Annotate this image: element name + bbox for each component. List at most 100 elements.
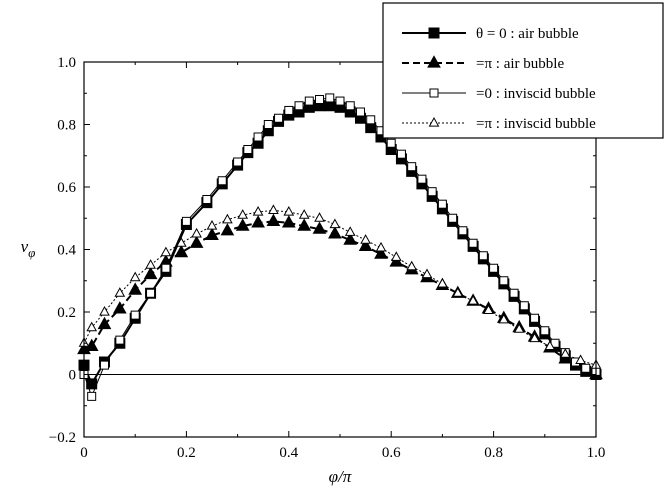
series-2-point — [328, 226, 342, 239]
legend-label-1: θ = 0 : air bubble — [476, 26, 579, 42]
series-4-point — [283, 205, 295, 216]
series-2-point — [358, 238, 373, 251]
series-3-point — [161, 263, 171, 273]
series-line-3 — [84, 97, 596, 398]
series-2-point — [205, 227, 219, 240]
series-3-point — [407, 162, 417, 172]
series-2-point — [251, 215, 265, 228]
series-3-point — [458, 226, 468, 236]
series-3-point — [437, 199, 447, 209]
series-4-point — [160, 246, 172, 257]
series-3-point — [263, 120, 273, 129]
series-4-point — [360, 234, 371, 244]
series-3-point — [274, 113, 284, 123]
x-tick-label: 1.0 — [587, 445, 606, 461]
y-tick-label: 0.6 — [57, 180, 76, 196]
legend-marker-2 — [427, 55, 441, 68]
series-3-point — [325, 93, 335, 103]
series-4-point — [129, 271, 141, 282]
legend-marker-3 — [429, 88, 439, 98]
series-3-point — [202, 195, 212, 204]
series-3-point — [499, 276, 509, 286]
series-3-point — [345, 101, 355, 111]
series-3-point — [217, 176, 227, 186]
series-4-point — [406, 260, 418, 271]
series-3-point — [115, 335, 125, 345]
series-2-point — [312, 221, 327, 234]
series-2-point — [235, 218, 250, 231]
series-2-point — [266, 213, 281, 226]
series-4-point — [222, 213, 233, 224]
legend-marker-4 — [428, 116, 440, 127]
x-tick-label: 0 — [80, 445, 88, 461]
series-3-point — [253, 132, 263, 142]
series-3-point — [581, 363, 591, 373]
y-tick-label: 0.2 — [57, 305, 76, 321]
series-4-point — [237, 209, 249, 219]
series-4-point — [513, 323, 525, 333]
series-3-point — [417, 174, 427, 184]
series-3-point — [335, 96, 345, 106]
series-3-point — [540, 326, 550, 336]
series-line-4 — [84, 209, 596, 366]
series-2-point — [374, 246, 388, 259]
series-4-point — [483, 304, 494, 314]
series-2-point — [281, 215, 296, 228]
series-4-point — [498, 313, 510, 324]
x-tick-label: 0.8 — [484, 445, 503, 461]
series-2-point — [112, 301, 127, 314]
legend-label-2: =π : air bubble — [476, 56, 564, 72]
series-3-point — [427, 187, 437, 197]
series-3-point — [489, 263, 499, 273]
series-4-point — [268, 204, 279, 214]
series-3-point — [284, 105, 294, 115]
series-3-point — [478, 251, 488, 261]
y-tick-label: −0.2 — [49, 430, 76, 446]
series-2-point — [97, 316, 112, 330]
series-4-point — [421, 268, 433, 279]
series-4-point — [86, 321, 98, 332]
y-tick-label: 0.4 — [57, 243, 76, 259]
series-3-point — [243, 145, 253, 154]
legend-label-4: =π : inviscid bubble — [476, 116, 596, 132]
series-1-point — [86, 378, 98, 390]
series-2-point — [343, 232, 358, 245]
series-4-point — [529, 332, 540, 343]
series-3-point — [130, 310, 140, 320]
series-2-point — [189, 235, 204, 248]
series-4-point — [344, 226, 356, 236]
legend-box — [382, 2, 664, 139]
series-3-point — [304, 96, 314, 106]
series-4-point — [206, 219, 218, 230]
series-4-point — [114, 287, 126, 297]
series-4-point — [298, 209, 310, 219]
series-3-point — [146, 288, 156, 298]
series-4-point — [99, 305, 110, 316]
series-3-point — [468, 238, 478, 248]
series-4-point — [544, 340, 556, 350]
series-2-point — [143, 266, 158, 280]
series-3-point — [509, 288, 519, 298]
series-3-point — [294, 101, 304, 111]
y-tick-label: 0 — [69, 368, 77, 384]
series-3-point — [366, 115, 376, 125]
series-3-point — [87, 391, 97, 401]
series-2-point — [220, 223, 235, 236]
series-line-1 — [84, 104, 596, 387]
series-3-point — [530, 313, 540, 323]
x-axis-label: φ/π — [329, 467, 352, 486]
legend-marker-1 — [428, 27, 440, 39]
series-3-point — [448, 213, 458, 223]
series-4-point — [575, 354, 586, 364]
series-3-point — [99, 360, 109, 370]
series-2-point — [297, 218, 312, 231]
series-4-point — [191, 227, 202, 238]
legend-label-3: =0 : inviscid bubble — [476, 86, 596, 102]
series-4-point — [452, 287, 464, 297]
series-3-point — [181, 216, 191, 226]
series-2-point — [174, 244, 189, 258]
series-4-point — [252, 205, 264, 216]
series-4-point — [145, 259, 156, 269]
series-4-point — [390, 251, 402, 261]
